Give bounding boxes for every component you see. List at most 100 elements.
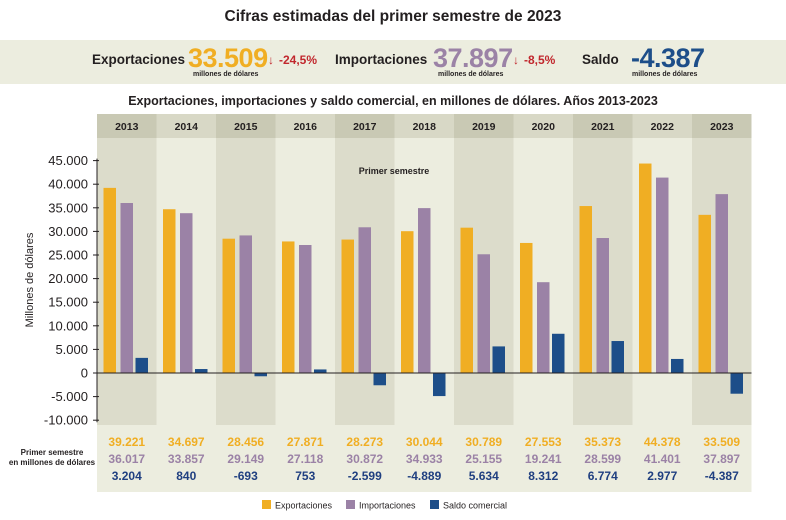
data-label-imports: 19.241: [525, 452, 562, 466]
legend-label-exports: Exportaciones: [275, 501, 333, 511]
bar-exports-2020: [520, 242, 533, 373]
data-label-exports: 39.221: [108, 435, 145, 449]
data-label-imports: 34.933: [406, 452, 443, 466]
bar-imports-2014: [180, 213, 193, 373]
table-column-band: [573, 425, 633, 492]
year-header-cell: [97, 114, 157, 138]
data-label-exports: 28.456: [227, 435, 264, 449]
kpi-imports-unit: millones de dólares: [438, 71, 504, 78]
legend-swatch-balance: [430, 500, 439, 509]
bar-exports-2016: [282, 241, 295, 373]
data-label-exports: 30.789: [465, 435, 502, 449]
y-tick-label: 0: [81, 366, 88, 381]
bar-exports-2023: [698, 214, 711, 373]
bar-exports-2022: [639, 163, 652, 373]
data-label-exports: 34.697: [168, 435, 205, 449]
year-label: 2018: [413, 121, 437, 133]
legend-swatch-imports: [346, 500, 355, 509]
bar-balance-2019: [492, 346, 505, 373]
table-column-band: [394, 425, 454, 492]
y-tick-label: 45.000: [48, 153, 88, 168]
bar-imports-2023: [715, 194, 728, 373]
bar-balance-2015: [254, 373, 267, 377]
chart-subtitle: Exportaciones, importaciones y saldo com…: [128, 94, 658, 108]
year-label: 2015: [234, 121, 258, 133]
bar-imports-2018: [418, 208, 431, 373]
bar-imports-2016: [299, 245, 312, 373]
year-header-cell: [275, 114, 335, 138]
bar-balance-2017: [373, 373, 386, 386]
year-header-cell: [394, 114, 454, 138]
bar-imports-2021: [596, 238, 609, 373]
bar-imports-2017: [358, 227, 371, 373]
kpi-exports-unit: millones de dólares: [193, 71, 259, 78]
bar-balance-2021: [611, 341, 624, 373]
bar-exports-2015: [222, 238, 235, 373]
year-label: 2019: [472, 121, 496, 133]
data-label-balance: -693: [234, 469, 258, 483]
bar-imports-2020: [537, 282, 550, 373]
bar-imports-2019: [477, 254, 490, 373]
data-label-balance: 2.977: [647, 469, 677, 483]
data-label-balance: 8.312: [528, 469, 558, 483]
legend-label-balance: Saldo comercial: [443, 501, 507, 511]
kpi-imports-change: -8,5%: [524, 53, 556, 67]
y-tick-label: 30.000: [48, 224, 88, 239]
year-header-cell: [692, 114, 752, 138]
data-label-balance: -4.387: [705, 469, 739, 483]
table-column-band: [454, 425, 514, 492]
bar-balance-2022: [671, 358, 684, 373]
data-label-imports: 37.897: [703, 452, 740, 466]
y-tick-label: 20.000: [48, 271, 88, 286]
data-label-balance: 753: [295, 469, 315, 483]
bar-exports-2021: [579, 206, 592, 373]
data-label-imports: 27.118: [287, 452, 323, 466]
kpi-exports-label: Exportaciones: [92, 52, 186, 67]
kpi-balance-value: -4.387: [631, 43, 705, 73]
data-label-exports: 27.871: [287, 435, 324, 449]
kpi-exports-change: -24,5%: [279, 53, 318, 67]
data-label-balance: 5.634: [469, 469, 499, 483]
year-label: 2022: [651, 121, 675, 133]
year-label: 2017: [353, 121, 377, 133]
table-row-label-line2: en millones de dólares: [9, 458, 96, 467]
y-axis-title: Millones de dólares: [24, 232, 36, 327]
table-column-band: [156, 425, 216, 492]
kpi-imports-label: Importaciones: [335, 52, 428, 67]
year-header-cell: [513, 114, 573, 138]
year-label: 2021: [591, 121, 615, 133]
table-column-band: [692, 425, 752, 492]
y-tick-label: 25.000: [48, 248, 88, 263]
bar-balance-2014: [195, 369, 208, 373]
kpi-balance-unit: millones de dólares: [632, 71, 698, 78]
data-label-balance: -2.599: [348, 469, 382, 483]
bar-exports-2014: [163, 209, 176, 373]
year-header-cell: [573, 114, 633, 138]
year-label: 2014: [175, 121, 199, 133]
bar-balance-2023: [730, 373, 743, 394]
data-label-exports: 44.378: [644, 435, 681, 449]
y-tick-label: 40.000: [48, 177, 88, 192]
bar-exports-2018: [401, 231, 414, 373]
data-label-imports: 33.857: [168, 452, 205, 466]
year-label: 2020: [532, 121, 556, 133]
data-label-imports: 28.599: [584, 452, 621, 466]
data-label-balance: 3.204: [112, 469, 142, 483]
year-header-cell: [216, 114, 276, 138]
table-column-band: [335, 425, 395, 492]
kpi-exports-value: 33.509: [188, 43, 268, 73]
bar-exports-2013: [103, 187, 116, 373]
data-label-imports: 25.155: [465, 452, 502, 466]
legend-label-imports: Importaciones: [359, 501, 416, 511]
bar-exports-2017: [341, 239, 354, 373]
data-label-exports: 27.553: [525, 435, 562, 449]
data-label-exports: 33.509: [703, 435, 740, 449]
table-column-band: [97, 425, 157, 492]
y-tick-label: 15.000: [48, 295, 88, 310]
table-column-band: [216, 425, 276, 492]
data-label-exports: 28.273: [346, 435, 383, 449]
legend-swatch-exports: [262, 500, 271, 509]
data-label-balance: 840: [176, 469, 196, 483]
bar-balance-2013: [135, 357, 148, 373]
